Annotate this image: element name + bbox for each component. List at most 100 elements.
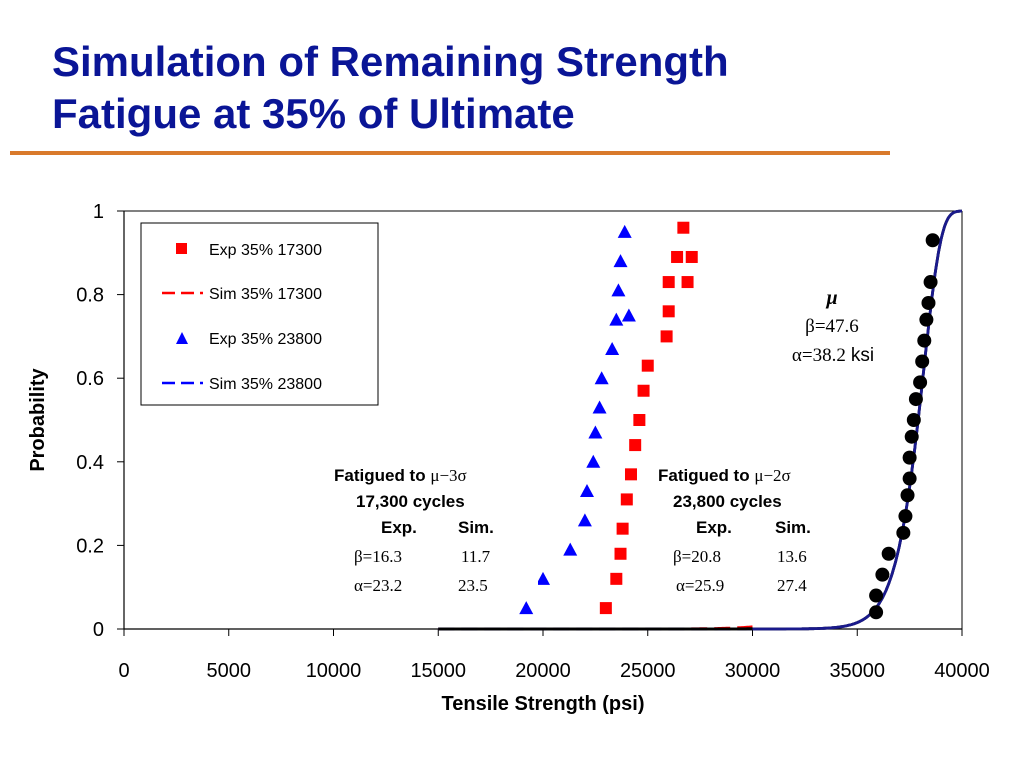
point-exp-35-23800 xyxy=(563,542,578,556)
annotation-mu-symbol: μ xyxy=(825,287,837,309)
y-tick-label: 0.4 xyxy=(76,452,104,474)
x-tick-label: 0 xyxy=(118,660,129,682)
annotation-right-heading: Fatigued to μ−2σ xyxy=(658,466,791,485)
annotation-right-beta-sim: 13.6 xyxy=(777,547,807,566)
point-virgin-strength-data xyxy=(919,312,934,327)
point-exp-35-17300 xyxy=(624,468,637,481)
point-exp-35-23800 xyxy=(605,341,620,355)
legend-swatch-exp-23800 xyxy=(176,332,188,344)
annotation-left-alpha: α=23.2 xyxy=(354,576,402,595)
y-axis-title: Probability xyxy=(27,367,49,471)
annotation-fatigued-17300: Fatigued to μ−3σ 17,300 cycles Exp. Sim.… xyxy=(328,462,538,600)
point-virgin-strength-data xyxy=(902,450,917,465)
point-exp-35-17300 xyxy=(641,359,654,372)
annotation-left-heading: Fatigued to μ−3σ xyxy=(334,466,467,485)
point-virgin-strength-data xyxy=(904,429,919,444)
x-axis-title: Tensile Strength (psi) xyxy=(442,693,645,715)
annotation-right-col-exp: Exp. xyxy=(696,518,732,537)
x-tick-label: 20000 xyxy=(515,660,571,682)
point-exp-35-23800 xyxy=(586,454,601,468)
annotation-right-alpha-sim: 27.4 xyxy=(777,576,807,595)
point-virgin-strength-data xyxy=(906,413,921,427)
point-exp-35-17300 xyxy=(671,250,684,263)
annotation-left-cycles: 17,300 cycles xyxy=(356,492,465,511)
annotation-virgin-params: μ β=47.6 α=38.2 ksi xyxy=(792,287,874,366)
point-exp-35-17300 xyxy=(637,384,650,397)
point-exp-35-23800 xyxy=(609,312,624,326)
point-exp-35-17300 xyxy=(662,305,675,318)
chart-axes: 0 5000 10000 15000 20000 25000 30000 35000 40000… xyxy=(76,201,990,682)
point-virgin-strength-data xyxy=(898,509,913,524)
point-virgin-strength-data xyxy=(900,488,915,503)
legend-label-exp-17300: Exp 35% 17300 xyxy=(209,242,322,259)
annotation-right-cycles: 23,800 cycles xyxy=(673,492,782,511)
point-virgin-strength-data xyxy=(921,295,936,310)
point-exp-35-17300 xyxy=(660,330,673,343)
y-tick-label: 0.2 xyxy=(76,535,104,557)
annotation-mu-alpha-line: α=38.2 ksi xyxy=(792,345,874,366)
point-exp-35-17300 xyxy=(620,493,633,506)
point-exp-35-23800 xyxy=(577,513,592,527)
point-virgin-strength-data xyxy=(915,354,930,369)
point-virgin-strength-data xyxy=(902,471,917,486)
point-exp-35-17300 xyxy=(610,572,623,585)
point-exp-35-23800 xyxy=(594,371,609,385)
y-tick-label: 0 xyxy=(93,619,104,641)
x-tick-label: 5000 xyxy=(207,660,252,682)
point-exp-35-17300 xyxy=(616,522,629,535)
annotation-right-col-sim: Sim. xyxy=(775,518,811,537)
x-tick-label: 15000 xyxy=(410,660,466,682)
annotation-right-beta: β=20.8 xyxy=(673,547,721,566)
point-exp-35-17300 xyxy=(633,414,646,426)
point-virgin-strength-data xyxy=(913,375,928,390)
point-exp-35-17300 xyxy=(599,602,612,615)
point-exp-35-23800 xyxy=(613,254,628,268)
point-virgin-strength-data xyxy=(917,333,932,348)
chart-legend: Exp 35% 17300 Sim 35% 17300 Exp 35% 2380… xyxy=(140,222,379,406)
point-virgin-strength-data xyxy=(908,392,923,407)
chart-data-points xyxy=(519,221,940,620)
legend-label-exp-23800: Exp 35% 23800 xyxy=(209,331,322,348)
x-tick-label: 30000 xyxy=(725,660,781,682)
x-tick-label: 40000 xyxy=(934,660,990,682)
slide-title-line-2: Fatigue at 35% of Ultimate xyxy=(52,90,575,137)
annotation-left-beta: β=16.3 xyxy=(354,547,402,566)
slide-title: Simulation of Remaining Strength Fatigue… xyxy=(52,36,972,140)
title-underline-rule xyxy=(10,151,890,155)
x-tick-label: 10000 xyxy=(306,660,362,682)
annotation-left-col-sim: Sim. xyxy=(458,518,494,537)
slide-title-line-1: Simulation of Remaining Strength xyxy=(52,38,729,85)
annotation-left-col-exp: Exp. xyxy=(381,518,417,537)
annotation-left-backdrop xyxy=(328,462,538,600)
y-tick-label: 1 xyxy=(93,201,104,223)
legend-label-sim-23800: Sim 35% 23800 xyxy=(209,376,322,393)
y-tick-label: 0.8 xyxy=(76,285,104,307)
point-exp-35-17300 xyxy=(662,276,675,289)
legend-label-sim-17300: Sim 35% 17300 xyxy=(209,286,322,303)
y-tick-label: 0.6 xyxy=(76,368,104,390)
point-exp-35-23800 xyxy=(592,400,607,414)
x-tick-label: 25000 xyxy=(620,660,676,682)
point-exp-35-17300 xyxy=(685,250,698,263)
point-exp-35-17300 xyxy=(614,547,627,560)
point-virgin-strength-data xyxy=(869,588,884,603)
point-virgin-strength-data xyxy=(896,525,911,540)
legend-swatch-exp-17300 xyxy=(176,243,187,254)
point-virgin-strength-data xyxy=(881,546,896,561)
point-exp-35-17300 xyxy=(629,439,642,452)
point-virgin-strength-data xyxy=(925,233,940,248)
annotation-fatigued-23800: Fatigued to μ−2σ 23,800 cycles Exp. Sim.… xyxy=(652,462,850,600)
point-exp-35-23800 xyxy=(617,224,632,238)
point-exp-35-17300 xyxy=(681,276,694,289)
point-exp-35-23800 xyxy=(519,601,534,615)
point-virgin-strength-data xyxy=(923,275,938,290)
annotation-right-backdrop xyxy=(652,462,850,600)
annotation-left-alpha-sim: 23.5 xyxy=(458,576,488,595)
point-exp-35-23800 xyxy=(588,425,603,439)
point-exp-35-23800 xyxy=(611,283,626,297)
point-exp-35-23800 xyxy=(536,571,550,585)
annotation-mu-beta: β=47.6 xyxy=(805,316,859,337)
point-virgin-strength-data xyxy=(875,567,890,582)
point-exp-35-17300 xyxy=(677,221,690,234)
